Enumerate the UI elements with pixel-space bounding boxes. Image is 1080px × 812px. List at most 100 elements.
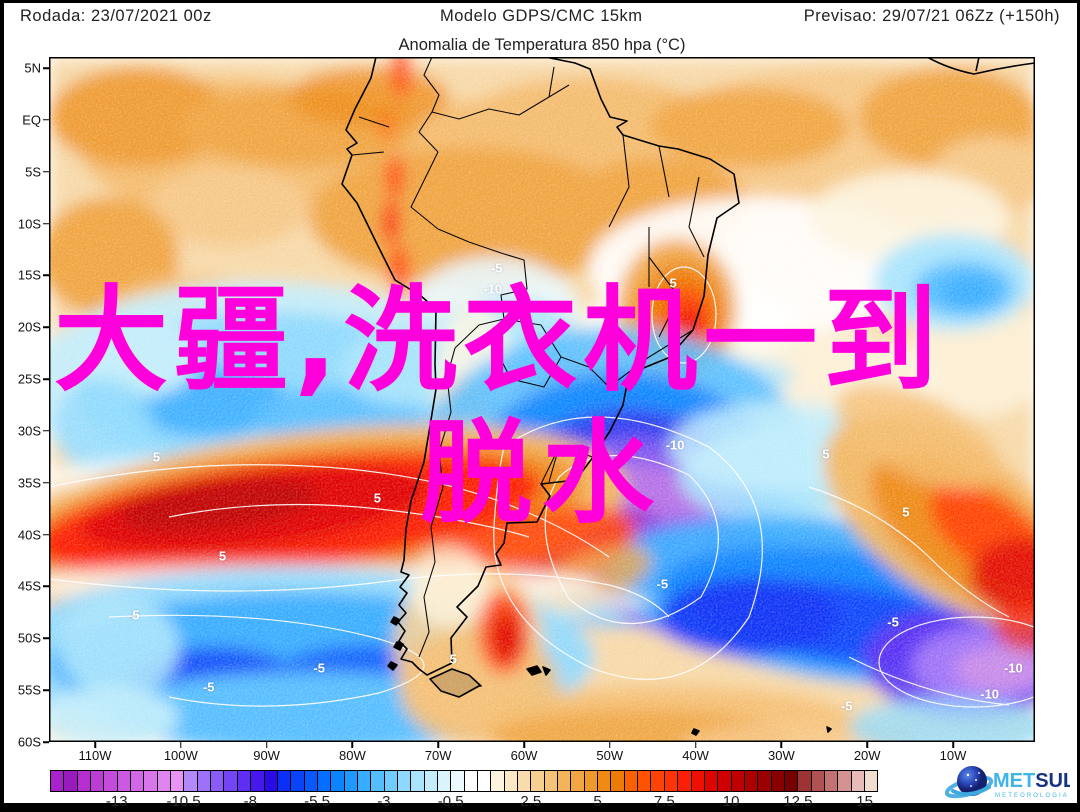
lat-tick-mark: [43, 741, 49, 743]
colorbar-tick-label: 10: [722, 793, 740, 810]
lon-tick-mark: [351, 742, 354, 748]
contour-label: -5: [128, 607, 140, 623]
colorbar-cell: [477, 770, 492, 792]
colorbar-cell: [503, 770, 519, 792]
colorbar-cell: [383, 770, 398, 792]
colorbar-tick-label: 12.5: [783, 793, 813, 810]
colorbar-cell: [103, 770, 118, 792]
lat-tick-label: 50S: [17, 630, 41, 646]
colorbar-cell: [290, 770, 305, 792]
colorbar-cell: [517, 770, 532, 792]
lat-tick-mark: [43, 274, 49, 277]
country-borders: [351, 57, 705, 658]
logo-text-sul: SUL: [1035, 770, 1070, 792]
lat-tick-mark: [43, 222, 49, 225]
colorbar-cell: [623, 770, 639, 792]
lat-tick-mark: [43, 326, 49, 328]
model-run-label: Rodada: 23/07/2021 00z: [20, 7, 212, 25]
lon-tick-label: 100W: [163, 748, 198, 763]
contour-label: 5: [152, 449, 161, 465]
lat-tick-label: 40S: [17, 527, 41, 543]
colorbar-cell: [316, 770, 332, 792]
contour-label: 5: [373, 490, 381, 506]
contour-label: -5: [840, 698, 853, 714]
colorbar-cell: [370, 770, 385, 792]
lat-tick-label: 5S: [25, 164, 41, 180]
lon-tick-mark: [952, 742, 954, 748]
lon-tick-label: 110W: [78, 748, 112, 763]
contour-label: 5: [449, 651, 457, 667]
frame-right: [1077, 0, 1080, 812]
colorbar-tick-label: 15: [856, 793, 873, 810]
contour-label: -10: [1003, 660, 1023, 676]
contour-label: -10: [483, 281, 503, 297]
lon-tick-mark: [94, 742, 96, 748]
colorbar-cell: [423, 770, 438, 792]
watermark-line1: 大疆,洗衣机一到: [54, 274, 944, 407]
colorbar-cell: [450, 770, 465, 792]
colorbar-cell: [703, 770, 719, 792]
lon-tick-label: 30W: [768, 748, 795, 763]
frame-top: [0, 0, 1080, 3]
model-name-label: Modelo GDPS/CMC 15km: [440, 7, 643, 25]
colorbar-cell: [717, 770, 732, 792]
lat-tick-mark: [43, 67, 49, 69]
longitude-axis: 110W 100W 90W 80W 70W 60W 50W 40W 30W 20W 10W: [49, 742, 1035, 764]
lat-tick-label: 25S: [17, 371, 41, 387]
field-texture: [49, 57, 1035, 742]
lat-tick-label: 35S: [17, 475, 41, 491]
contour-label: 5: [669, 275, 677, 291]
colorbar-tick-label: 5: [593, 793, 602, 810]
contour-label: -10: [665, 437, 685, 453]
lon-tick-mark: [437, 742, 439, 748]
colorbar-cell: [303, 770, 318, 792]
contour-label: -5: [202, 679, 215, 695]
metsul-logo: METSUL METEOROLOGIA: [944, 760, 1075, 806]
map-title: Anomalia de Temperatura 850 hpa (°C): [398, 36, 686, 54]
lon-tick-mark: [265, 742, 268, 748]
contour-label: -10: [980, 686, 1000, 702]
colorbar-cell: [143, 770, 158, 792]
colorbar-tick-label: -10.5: [166, 793, 201, 810]
colorbar-cell: [276, 770, 292, 792]
colorbar-cell: [783, 770, 799, 792]
colorbar-cell: [463, 770, 478, 792]
colorbar-tick-label: 7.5: [653, 793, 675, 810]
colorbar-cell: [130, 770, 145, 792]
colorbar-cell: [730, 770, 745, 792]
colorbar-cell: [223, 770, 238, 792]
lon-tick-label: 60W: [510, 748, 538, 763]
lat-tick-label: 55S: [17, 682, 41, 698]
contour-label: -5: [656, 576, 669, 592]
colorbar-cell: [156, 770, 172, 792]
lat-tick-label: EQ: [22, 112, 41, 128]
logo-text-meteorologia: METEOROLOGIA: [995, 793, 1069, 799]
colorbar-cell: [770, 770, 785, 792]
colorbar-cell: [236, 770, 252, 792]
colorbar-tick-label: -0.5: [437, 793, 464, 810]
logo-text-met: MET: [993, 770, 1035, 792]
contour-label: -5: [490, 260, 503, 276]
lat-tick-label: 15S: [17, 267, 41, 283]
colorbar-cell: [196, 770, 212, 792]
lat-tick-label: 45S: [17, 578, 41, 594]
colorbar-cell: [650, 770, 665, 792]
map-plot: -5 -10 5 5 5 5 5 -5 -5 -5 5 5 -5 -5 -10 -10 -5 -10: [49, 57, 1035, 742]
contour-label: 5: [902, 504, 910, 520]
colorbar-cell: [557, 770, 572, 792]
colorbar-cell: [530, 770, 545, 792]
colorbar-cell: [263, 770, 278, 792]
colorbar-cell: [637, 770, 652, 792]
lat-tick-label: 5N: [24, 60, 41, 76]
colorbar-cell: [170, 770, 185, 792]
colorbar-cell: [797, 770, 812, 792]
lon-tick-mark: [866, 742, 868, 748]
frame-left: [0, 0, 4, 812]
lat-tick-mark: [43, 119, 49, 121]
colorbar-cell: [663, 770, 679, 792]
colorbar-cell: [50, 770, 65, 792]
colorbar-cell: [570, 770, 585, 792]
lat-tick-label: 30S: [17, 423, 41, 439]
plot-border: [49, 57, 1035, 742]
colorbar-cell: [757, 770, 772, 792]
